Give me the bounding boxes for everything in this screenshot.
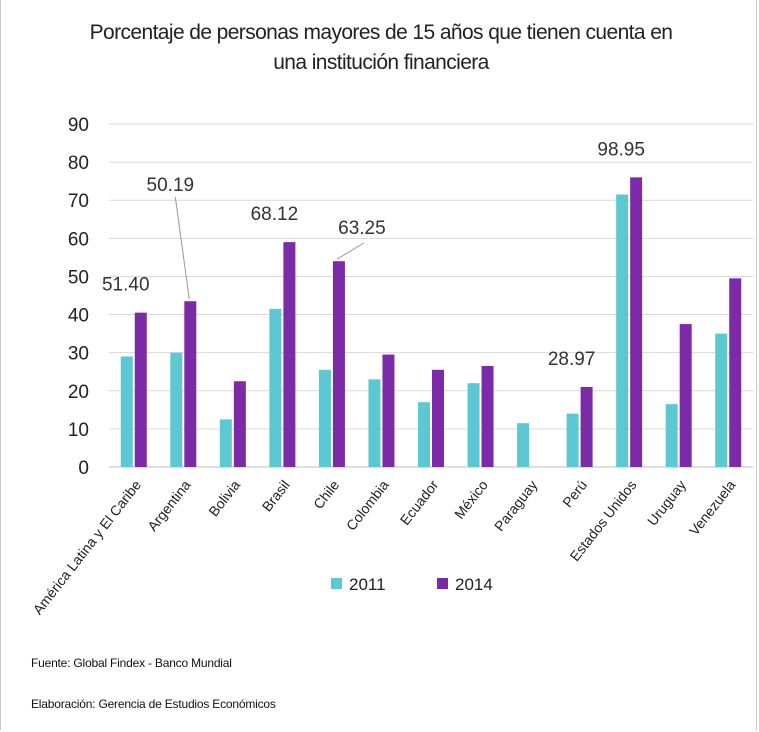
x-tick-label-paraguay: Paraguay: [491, 477, 541, 534]
bar-2014-brasil: [283, 242, 296, 467]
x-tick-label-brasil: Brasil: [259, 477, 293, 514]
legend-label-2011: 2011: [349, 575, 386, 594]
bar-2011-bolivia: [219, 419, 232, 467]
x-tick-label-uruguay: Uruguay: [644, 477, 689, 529]
y-tick-label-20: 20: [68, 382, 89, 403]
bar-2011-paraguay: [517, 423, 530, 467]
bar-2011-mexico: [467, 383, 480, 467]
data-label-argentina: 50.19: [147, 175, 195, 196]
legend-swatch-2014: [437, 578, 448, 589]
data-label-america-latina-y-el-caribe: 51.40: [102, 275, 150, 296]
bar-2014-chile: [332, 261, 345, 467]
bar-2014-mexico: [481, 366, 494, 467]
y-tick-label-70: 70: [68, 191, 89, 212]
legend-label-2014: 2014: [455, 575, 493, 594]
data-label-peru: 28.97: [548, 349, 596, 370]
y-tick-label-10: 10: [68, 420, 89, 441]
data-label-chile: 63.25: [338, 218, 386, 239]
y-tick-label-0: 0: [78, 458, 89, 479]
y-tick-label-50: 50: [68, 267, 89, 288]
bar-2014-america-latina-y-el-caribe: [134, 312, 147, 467]
data-label-brasil: 68.12: [251, 204, 299, 225]
leader-line-argentina: [174, 196, 190, 300]
bar-2011-ecuador: [418, 402, 430, 467]
credit-note: Elaboración: Gerencia de Estudios Económ…: [31, 697, 276, 711]
bar-2011-estados-unidos: [616, 194, 629, 467]
y-tick-label-30: 30: [68, 344, 89, 365]
x-tick-label-mexico: México: [451, 477, 491, 522]
bar-2011-argentina: [170, 352, 183, 467]
chart-title-line1: Porcentaje de personas mayores de 15 año…: [89, 21, 673, 44]
bar-2014-estados-unidos: [630, 177, 643, 467]
leader-line-chile: [336, 242, 365, 260]
y-tick-label-80: 80: [68, 153, 89, 174]
y-tick-label-60: 60: [68, 229, 89, 250]
x-tick-label-venezuela: Venezuela: [686, 477, 739, 539]
bar-2014-venezuela: [729, 278, 742, 467]
legend-swatch-2011: [331, 578, 342, 589]
bar-2011-peru: [566, 413, 579, 467]
bar-2011-uruguay: [665, 404, 678, 467]
bar-2011-brasil: [269, 308, 282, 467]
bar-2011-colombia: [368, 379, 381, 467]
y-tick-label-40: 40: [68, 306, 89, 327]
bar-2011-chile: [318, 369, 331, 467]
x-tick-label-peru: Perú: [559, 477, 590, 510]
bar-2014-colombia: [382, 354, 395, 467]
bar-2011-venezuela: [715, 333, 728, 467]
source-note: Fuente: Global Findex - Banco Mundial: [31, 656, 232, 670]
bar-2014-peru: [580, 386, 593, 467]
bar-2014-bolivia: [233, 381, 246, 467]
chart-title-line2: una institución financiera: [273, 51, 489, 74]
bar-2014-argentina: [184, 301, 197, 467]
y-tick-label-90: 90: [68, 115, 89, 136]
data-label-estados-unidos: 98.95: [597, 139, 645, 160]
bar-2014-uruguay: [679, 324, 692, 467]
x-tick-label-chile: Chile: [310, 477, 342, 512]
bar-2011-america-latina-y-el-caribe: [120, 356, 133, 467]
chart-title: Porcentaje de personas mayores de 15 año…: [41, 18, 721, 78]
bar-2014-ecuador: [432, 369, 444, 467]
x-tick-label-argentina: Argentina: [144, 477, 194, 534]
x-tick-label-colombia: Colombia: [343, 477, 392, 534]
x-tick-label-america-latina-y-el-caribe: América Latina y El Caribe: [29, 477, 144, 618]
x-tick-label-ecuador: Ecuador: [397, 477, 442, 528]
x-tick-label-bolivia: Bolivia: [205, 477, 243, 520]
bar-chart: 0 10 20 30 40 50 60 70 80 90 América Latina y El C…: [29, 115, 753, 618]
